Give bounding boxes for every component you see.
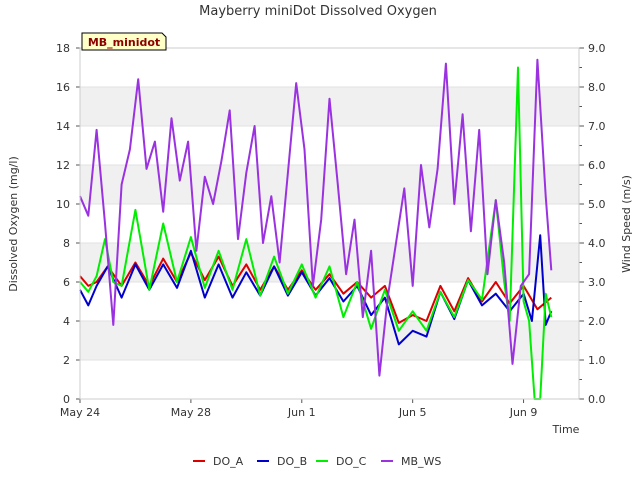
y2-tick-label: 3.0 <box>588 276 606 289</box>
legend-label: DO_C <box>336 455 367 468</box>
annotation-label: MB_minidot <box>88 36 160 49</box>
y-tick-label: 16 <box>56 81 70 94</box>
y-tick-label: 0 <box>63 393 70 406</box>
grid-band <box>80 165 579 204</box>
y-tick-label: 18 <box>56 42 70 55</box>
y2-tick-label: 8.0 <box>588 81 606 94</box>
x-axis-label: Time <box>552 423 580 436</box>
y-tick-label: 6 <box>63 276 70 289</box>
legend-label: MB_WS <box>401 455 441 468</box>
legend-label: DO_B <box>277 455 307 468</box>
y2-tick-label: 1.0 <box>588 354 606 367</box>
y2-tick-label: 6.0 <box>588 159 606 172</box>
y2-tick-label: 5.0 <box>588 198 606 211</box>
y2-axis-label: Wind Speed (m/s) <box>620 175 633 273</box>
y-tick-label: 10 <box>56 198 70 211</box>
x-tick-label: Jun 5 <box>398 406 427 419</box>
annotation-box: MB_minidot <box>81 32 167 51</box>
x-tick-label: May 28 <box>171 406 211 419</box>
y-axis-ticks: 0 2 4 6 8 10 12 14 16 18 <box>56 42 80 406</box>
y-tick-label: 8 <box>63 237 70 250</box>
series-line-mb-ws <box>79 58 553 377</box>
y-axis-label: Dissolved Oxygen (mg/l) <box>7 156 20 291</box>
series-line-do-b <box>79 234 553 346</box>
y2-tick-label: 0.0 <box>588 393 606 406</box>
chart-title: Mayberry miniDot Dissolved Oxygen <box>199 4 437 19</box>
series-lines <box>79 58 553 400</box>
x-tick-label: Jun 1 <box>287 406 316 419</box>
x-axis-ticks: May 24 May 28 Jun 1 Jun 5 Jun 9 <box>60 399 538 419</box>
grid-bands <box>80 86 579 400</box>
legend-label: DO_A <box>213 455 244 468</box>
y2-tick-label: 2.0 <box>588 315 606 328</box>
series-line-do-c <box>79 66 553 400</box>
y-tick-label: 14 <box>56 120 70 133</box>
y-tick-label: 12 <box>56 159 70 172</box>
x-tick-label: Jun 9 <box>509 406 538 419</box>
y2-tick-label: 7.0 <box>588 120 606 133</box>
legend: DO_A DO_B DO_C MB_WS <box>193 455 441 468</box>
grid-band <box>80 321 579 360</box>
y-tick-label: 4 <box>63 315 70 328</box>
y2-axis-ticks: 0.0 1.0 2.0 3.0 4.0 5.0 6.0 7.0 8.0 9.0 <box>579 42 606 406</box>
plot-frame <box>79 47 580 400</box>
x-tick-label: May 24 <box>60 406 100 419</box>
y2-tick-label: 4.0 <box>588 237 606 250</box>
y2-tick-label: 9.0 <box>588 42 606 55</box>
y-tick-label: 2 <box>63 354 70 367</box>
